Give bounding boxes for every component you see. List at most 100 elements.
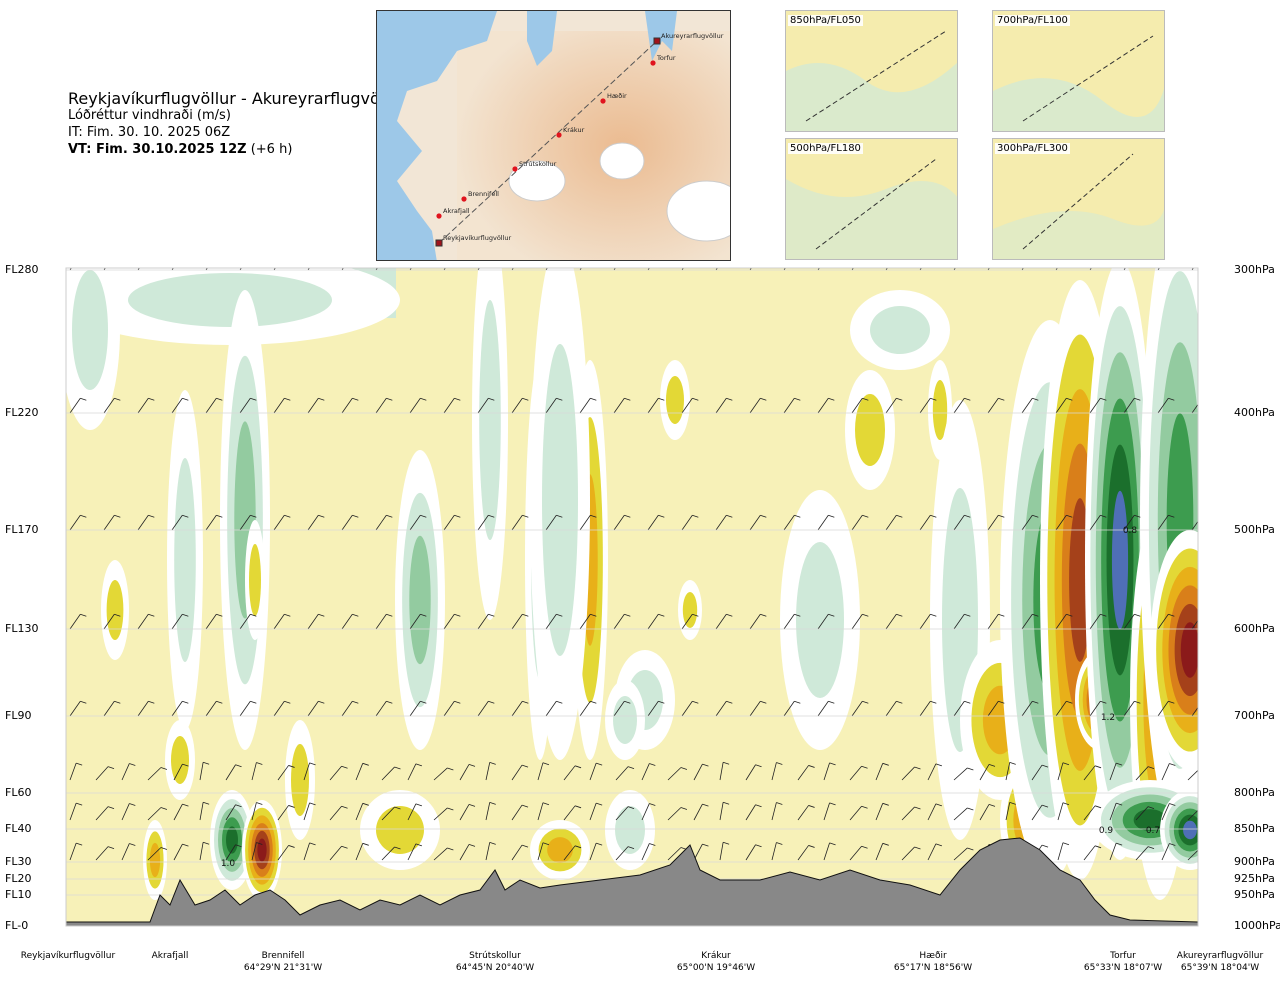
wind-barb	[823, 842, 830, 861]
wind-barb-feather	[454, 613, 461, 617]
wind-barb-feather	[1032, 700, 1039, 704]
wind-barb-feather	[861, 805, 868, 809]
wind-barb	[927, 843, 937, 861]
wind-barb	[589, 842, 597, 861]
wind-barb-feather	[216, 700, 223, 704]
wind-barb	[341, 515, 353, 531]
wind-barb	[613, 701, 625, 717]
wind-barb	[849, 805, 862, 821]
map-waypoints: Reykjavíkurflugvöllur Akrafjall Brennifell…	[435, 32, 724, 247]
wind-barb-feather	[828, 255, 834, 257]
wind-barb	[485, 802, 491, 821]
map-waypoint-marker	[650, 60, 656, 66]
wind-barb	[615, 766, 629, 781]
wind-barb-feather	[107, 846, 115, 850]
wind-barb-feather	[794, 613, 801, 617]
wind-barb-feather	[1094, 805, 1102, 809]
wind-barb	[641, 763, 650, 781]
pressure-level-label: 850hPa	[1234, 822, 1275, 835]
wind-barb-feather	[288, 765, 295, 768]
wind-barb	[885, 398, 897, 414]
flight-level-label: FL170	[5, 523, 39, 536]
updraft-contour	[409, 535, 431, 665]
wind-barb-feather	[182, 613, 189, 617]
wind-barb-feather	[988, 764, 996, 767]
wind-barb-feather	[309, 762, 316, 766]
flight-level-label: FL130	[5, 622, 39, 635]
wind-barb	[459, 844, 470, 861]
wind-barb-feather	[658, 700, 665, 704]
wind-barb	[137, 515, 149, 531]
wind-barb	[579, 515, 591, 531]
wind-barb-feather	[726, 700, 733, 704]
thumbnail-300hpa[interactable]: 300hPa/FL300	[992, 138, 1165, 260]
route-map[interactable]: Reykjavíkurflugvöllur Akrafjall Brennifell…	[376, 10, 731, 261]
wind-barb	[69, 802, 77, 821]
wind-barb	[409, 515, 421, 531]
thumbnail-700hpa[interactable]: 700hPa/FL100	[992, 10, 1165, 132]
wind-barb	[205, 701, 217, 717]
wind-barb-feather	[386, 700, 393, 704]
wind-barb-feather	[256, 802, 263, 805]
map-waypoint-marker	[512, 166, 518, 172]
wind-barb-feather	[624, 397, 631, 401]
wind-barb-feather	[914, 766, 921, 770]
wind-barb	[407, 803, 417, 821]
wind-barb	[919, 515, 931, 531]
wind-barb-feather	[394, 766, 401, 770]
contour-value-label: 0.7	[1146, 826, 1160, 836]
place-coordinates: 65°33'N 18°07'W	[1083, 963, 1163, 973]
place-label: Strútskollur 64°45'N 20°40'W	[456, 950, 534, 974]
wind-barb	[901, 766, 915, 781]
place-name: Brennifell	[261, 951, 305, 961]
updraft-contour	[615, 806, 645, 854]
wind-barb	[381, 846, 395, 861]
wind-barb-feather	[590, 397, 597, 401]
wind-barb-feather	[1202, 255, 1208, 257]
map-sea-west	[377, 11, 497, 260]
wind-barb-feather	[318, 613, 325, 617]
wind-barb-feather	[1168, 514, 1175, 518]
wind-barb-feather	[935, 803, 943, 807]
wind-barb-feather	[447, 847, 454, 851]
wind-barb	[579, 398, 591, 414]
wind-barb	[545, 614, 557, 630]
flight-level-label: FL20	[5, 872, 32, 885]
wind-barb-feather	[882, 802, 889, 806]
thumbnail-500hpa[interactable]: 500hPa/FL180	[785, 138, 958, 260]
map-waypoint-label: Strútskollur	[519, 160, 557, 168]
wind-barb-feather	[1062, 762, 1070, 766]
wind-barb	[511, 515, 523, 531]
wind-barb	[409, 614, 421, 630]
wind-barb	[613, 515, 625, 531]
wind-barb-feather	[129, 803, 136, 806]
wind-barb	[341, 398, 353, 414]
wind-barb	[485, 762, 491, 781]
wind-barb	[919, 614, 931, 630]
wind-barb	[641, 843, 650, 861]
wind-barb	[875, 843, 884, 861]
wind-barb	[303, 762, 310, 781]
place-name: Krákur	[701, 951, 731, 961]
wind-barb	[147, 767, 162, 781]
wind-barb	[433, 807, 448, 821]
wind-barb	[69, 842, 77, 861]
wind-barb	[459, 764, 470, 781]
thumbnail-850hpa[interactable]: 850hPa/FL050	[785, 10, 958, 132]
wind-barb	[749, 398, 761, 414]
wind-barb	[329, 845, 342, 861]
wind-barb	[1187, 809, 1198, 821]
wind-barb	[1089, 398, 1101, 414]
wind-barb-feather	[447, 767, 454, 771]
wind-barb	[1191, 706, 1198, 717]
wind-barb-feather	[235, 804, 242, 808]
wind-barb	[103, 701, 115, 717]
wind-barb	[251, 802, 257, 821]
wind-barb	[1005, 762, 1011, 781]
map-airport-marker	[435, 239, 443, 247]
wind-barb-feather	[80, 514, 87, 518]
thumbnail-graphic	[786, 11, 957, 131]
flight-level-label: FL-0	[5, 919, 29, 932]
wind-barb	[681, 614, 693, 630]
wind-barb-feather	[1041, 804, 1049, 808]
